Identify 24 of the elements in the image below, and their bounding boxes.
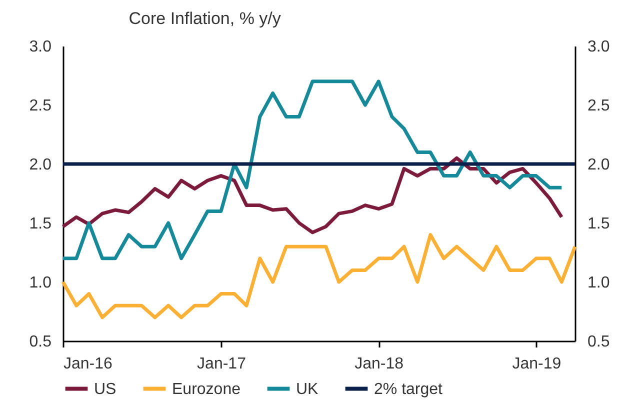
legend-label: US [94, 380, 116, 398]
line-series [61, 80, 564, 260]
chart-title: Core Inflation, % y/y [128, 9, 282, 28]
y-tick-label: 1.0 [588, 274, 610, 292]
x-tick-label: Jan-17 [197, 356, 246, 372]
line-series [61, 156, 564, 234]
y2-tick-label: 2.5 [29, 98, 52, 114]
y-tick-label: 2.0 [588, 156, 610, 174]
x-tick-label: Jan-18 [354, 356, 404, 372]
x-tick-label: Jan-16 [64, 356, 113, 372]
y-tick-label: 2.5 [588, 98, 610, 114]
y-tick-label: 1.5 [588, 216, 610, 232]
y2-tick-label: 1.0 [29, 274, 52, 292]
legend-label: 2% target [374, 380, 444, 398]
x-tick-label: Jan-19 [512, 356, 562, 372]
legend-label: UK [296, 380, 319, 398]
line-series [61, 233, 577, 320]
y-tick-label: 0.5 [588, 334, 610, 350]
legend-label: Eurozone [172, 380, 241, 398]
y2-tick-label: 2.0 [29, 156, 52, 174]
y2-tick-label: 0.5 [29, 334, 52, 350]
y-tick-label: 3.0 [588, 38, 610, 56]
y2-tick-label: 3.0 [29, 38, 52, 56]
y2-tick-label: 1.5 [29, 216, 52, 232]
